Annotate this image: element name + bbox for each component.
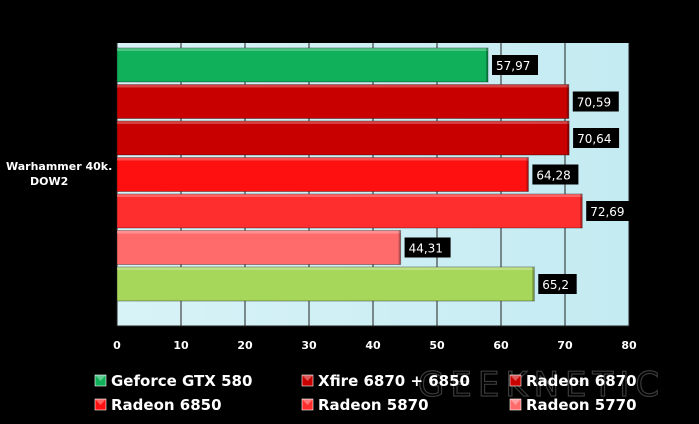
bar-value-label: 65,2 xyxy=(542,278,569,292)
legend-entry-label: Xfire 6870 + 6850 xyxy=(318,372,470,390)
bar-edge xyxy=(532,267,535,301)
legend-swatch-shine xyxy=(95,399,106,405)
bar-edge xyxy=(398,230,401,265)
bar-highlight xyxy=(117,230,401,234)
watermark: GEEKNETIC xyxy=(417,364,665,405)
bar-label-box xyxy=(586,201,633,221)
bar-value-label: 72,69 xyxy=(590,205,624,219)
legend-swatch-shine xyxy=(510,375,521,381)
legend-entry-label: Radeon 5870 xyxy=(318,396,429,414)
x-tick-label: 20 xyxy=(237,339,253,352)
bars xyxy=(116,47,583,302)
legend-entry-label: Radeon 6850 xyxy=(111,396,222,414)
bar-edge xyxy=(526,157,529,192)
bar-highlight xyxy=(117,121,570,124)
bar-7 xyxy=(116,266,535,302)
bar-edge xyxy=(580,194,583,228)
bar-value-label: 70,59 xyxy=(577,96,611,110)
x-tick-label: 70 xyxy=(557,339,573,352)
bar-labels: 57,97 70,59 70,64 64,28 72,69 44,31 65,2 xyxy=(404,55,633,294)
category-label: DOW2 xyxy=(30,175,68,188)
bar-label-box xyxy=(573,128,620,148)
legend-swatch xyxy=(94,398,107,411)
legend-swatch-shine xyxy=(510,399,521,405)
bar-edge xyxy=(567,121,570,155)
bar-value-label: 64,28 xyxy=(536,169,570,183)
legend-swatch xyxy=(301,374,314,387)
bar-highlight xyxy=(117,157,529,161)
legend-swatch xyxy=(301,398,314,411)
bar-label-box xyxy=(538,274,577,294)
bar-4 xyxy=(116,157,529,192)
legend-entry-label: Geforce GTX 580 xyxy=(111,372,252,390)
bar-label-box xyxy=(532,164,579,185)
x-tick-label: 60 xyxy=(493,339,509,352)
bar-6 xyxy=(116,230,402,265)
bar-label-box xyxy=(572,91,619,112)
x-tick-label: 30 xyxy=(301,339,317,352)
x-tick-label: 0 xyxy=(113,339,121,352)
bar-1 xyxy=(116,47,489,83)
bar-value-label: 70,64 xyxy=(577,132,611,146)
bar-label-box xyxy=(404,237,451,258)
bar-edge xyxy=(486,48,489,82)
bar-edge xyxy=(566,84,569,119)
bar-label-box xyxy=(492,55,539,75)
x-tick-label: 10 xyxy=(173,339,189,352)
bar-5 xyxy=(116,193,583,229)
legend-entry-label: Radeon 6870 xyxy=(526,372,637,390)
legend-swatch xyxy=(94,374,107,387)
category-labels: Warhammer 40k. DOW2 xyxy=(6,160,112,188)
bar-value-label: 44,31 xyxy=(409,242,443,256)
legend-swatch xyxy=(509,374,522,387)
bar-3 xyxy=(116,120,570,156)
legend-swatch-shine xyxy=(302,375,313,381)
x-tick-label: 40 xyxy=(365,339,381,352)
bar-highlight xyxy=(117,267,535,270)
legend-swatch-shine xyxy=(95,375,106,381)
legend-entry-label: Radeon 5770 xyxy=(526,396,637,414)
bar-2 xyxy=(116,84,570,119)
x-tick-label: 50 xyxy=(429,339,445,352)
bar-highlight xyxy=(117,84,569,88)
bar-value-label: 57,97 xyxy=(496,59,530,73)
x-axis-ticks: 0 10 20 30 40 50 60 70 80 xyxy=(113,339,637,352)
watermark-text: GEEKNETIC xyxy=(418,365,665,405)
bar-highlight xyxy=(117,194,583,197)
category-label: Warhammer 40k. xyxy=(6,160,112,173)
legend-swatch xyxy=(509,398,522,411)
legend: Geforce GTX 580 Xfire 6870 + 6850 Radeon 6… xyxy=(94,372,637,414)
legend-swatch-shine xyxy=(302,399,313,405)
x-tick-label: 80 xyxy=(621,339,637,352)
bar-highlight xyxy=(117,48,489,51)
